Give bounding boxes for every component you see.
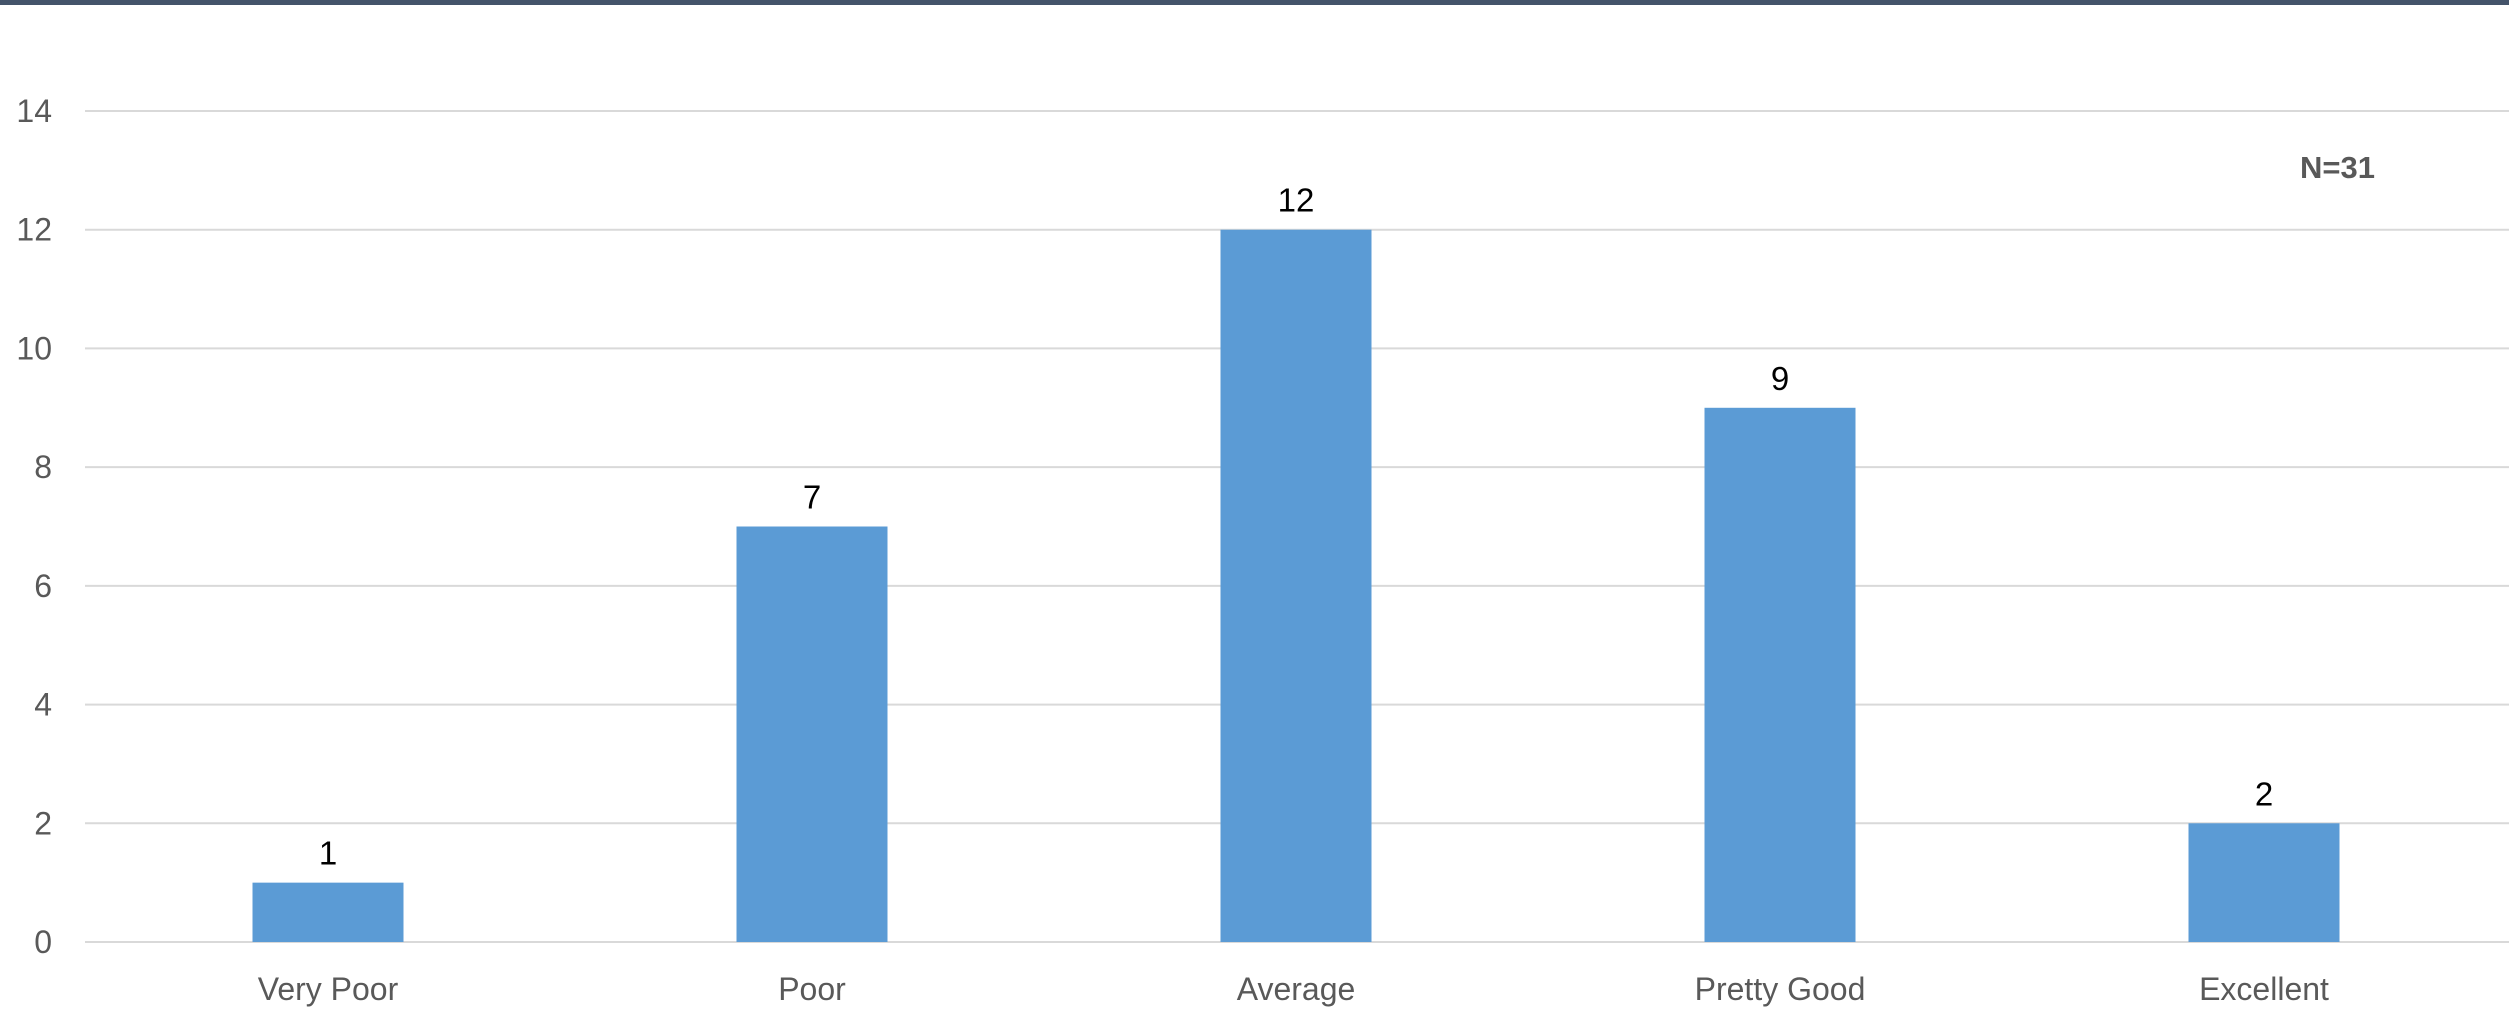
bars xyxy=(252,229,2340,942)
y-tick-label: 4 xyxy=(34,687,52,723)
data-label: 1 xyxy=(319,835,337,872)
y-tick-label: 2 xyxy=(34,805,52,841)
x-tick-label: Average xyxy=(1237,971,1356,1007)
y-tick-label: 8 xyxy=(34,449,52,485)
bar xyxy=(252,882,404,942)
x-tick-label: Excellent xyxy=(2199,971,2329,1007)
y-tick-label: 14 xyxy=(16,93,52,129)
gridlines xyxy=(85,110,2509,943)
x-tick-label: Very Poor xyxy=(258,971,399,1007)
bar xyxy=(2188,823,2340,942)
x-tick-label: Poor xyxy=(778,971,846,1007)
sample-size-annotation: N=31 xyxy=(2300,150,2375,185)
y-tick-label: 0 xyxy=(34,924,52,960)
y-tick-label: 12 xyxy=(16,212,52,248)
bar xyxy=(1220,229,1372,942)
data-label: 9 xyxy=(1771,360,1789,397)
data-label: 7 xyxy=(803,479,821,516)
y-tick-label: 6 xyxy=(34,568,52,604)
top-border xyxy=(0,0,2509,5)
data-label: 12 xyxy=(1278,182,1315,219)
x-axis-tick-labels: Very Poor Poor Average Pretty Good Excellent xyxy=(258,971,2329,1007)
data-labels: 1 7 12 9 2 xyxy=(319,182,2273,872)
data-label: 2 xyxy=(2255,775,2273,812)
bar xyxy=(1704,407,1856,942)
y-axis-tick-labels: 0 2 4 6 8 10 12 14 xyxy=(16,93,52,960)
x-tick-label: Pretty Good xyxy=(1695,971,1866,1007)
y-tick-label: 10 xyxy=(16,330,52,366)
bar xyxy=(736,526,888,942)
